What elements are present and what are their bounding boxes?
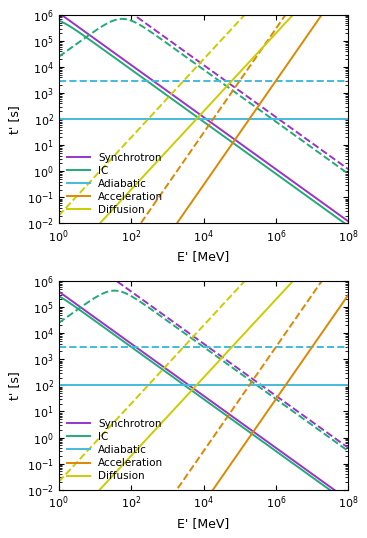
Legend: Synchrotron, IC, Adiabatic, Acceleration, Diffusion: Synchrotron, IC, Adiabatic, Acceleration…	[64, 150, 167, 218]
X-axis label: E' [MeV]: E' [MeV]	[177, 516, 230, 530]
Legend: Synchrotron, IC, Adiabatic, Acceleration, Diffusion: Synchrotron, IC, Adiabatic, Acceleration…	[64, 416, 167, 484]
Y-axis label: t' [s]: t' [s]	[8, 105, 21, 133]
X-axis label: E' [MeV]: E' [MeV]	[177, 251, 230, 264]
Y-axis label: t' [s]: t' [s]	[8, 371, 21, 400]
